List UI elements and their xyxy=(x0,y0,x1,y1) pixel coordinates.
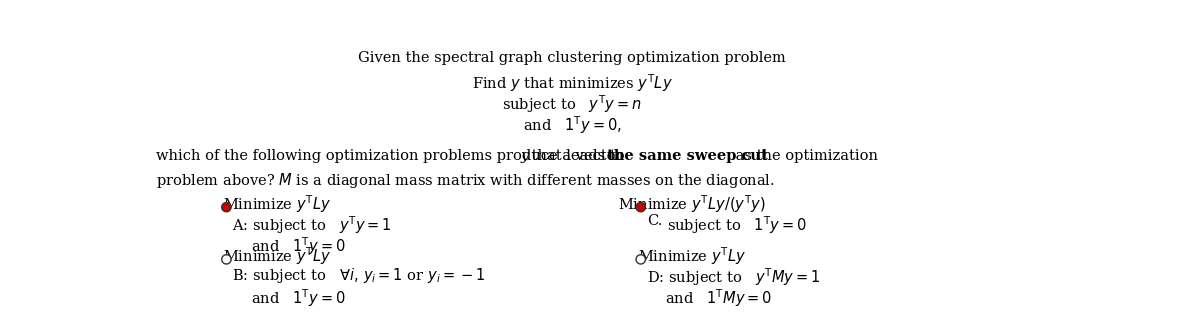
Text: that leads to: that leads to xyxy=(527,150,630,163)
Text: and   $1^\mathrm{T}y = 0$: and $1^\mathrm{T}y = 0$ xyxy=(251,235,346,257)
Ellipse shape xyxy=(636,255,645,264)
Text: subject to   $1^\mathrm{T}y = 0$: subject to $1^\mathrm{T}y = 0$ xyxy=(666,214,807,236)
Text: the same sweep cut: the same sweep cut xyxy=(607,150,767,163)
Text: and   $1^\mathrm{T}y = 0,$: and $1^\mathrm{T}y = 0,$ xyxy=(523,115,621,136)
Text: Minimize $y^\mathrm{T}Ly$: Minimize $y^\mathrm{T}Ly$ xyxy=(223,245,331,267)
Text: subject to   $y^\mathrm{T}y = n$: subject to $y^\mathrm{T}y = n$ xyxy=(503,93,642,115)
Text: D: subject to   $y^\mathrm{T}My = 1$: D: subject to $y^\mathrm{T}My = 1$ xyxy=(646,266,820,288)
Text: A: subject to   $y^\mathrm{T}y = 1$: A: subject to $y^\mathrm{T}y = 1$ xyxy=(233,214,392,236)
Text: Minimize $y^\mathrm{T}Ly/(y^\mathrm{T}y)$: Minimize $y^\mathrm{T}Ly/(y^\mathrm{T}y)… xyxy=(618,193,766,215)
Text: Minimize $y^\mathrm{T}Ly$: Minimize $y^\mathrm{T}Ly$ xyxy=(223,193,331,215)
Text: Given the spectral graph clustering optimization problem: Given the spectral graph clustering opti… xyxy=(358,51,786,65)
Ellipse shape xyxy=(636,203,645,212)
Text: Minimize $y^\mathrm{T}Ly$: Minimize $y^\mathrm{T}Ly$ xyxy=(638,245,746,267)
Ellipse shape xyxy=(222,203,232,212)
Text: C.: C. xyxy=(646,214,662,228)
Ellipse shape xyxy=(222,255,232,264)
Text: which of the following optimization problems produce a vector: which of the following optimization prob… xyxy=(156,150,627,163)
Text: y: y xyxy=(522,150,529,163)
Text: Find $y$ that minimizes $y^\mathrm{T}Ly$: Find $y$ that minimizes $y^\mathrm{T}Ly$ xyxy=(472,72,672,94)
Text: problem above? $M$ is a diagonal mass matrix with different masses on the diagon: problem above? $M$ is a diagonal mass ma… xyxy=(156,171,775,190)
Text: as the optimization: as the optimization xyxy=(731,150,878,163)
Text: and   $1^\mathrm{T}My = 0$: and $1^\mathrm{T}My = 0$ xyxy=(665,287,772,309)
Text: B: subject to   $\forall i,\, y_i = 1$ or $y_i = -1$: B: subject to $\forall i,\, y_i = 1$ or … xyxy=(233,266,486,285)
Text: and   $1^\mathrm{T}y = 0$: and $1^\mathrm{T}y = 0$ xyxy=(251,287,346,309)
